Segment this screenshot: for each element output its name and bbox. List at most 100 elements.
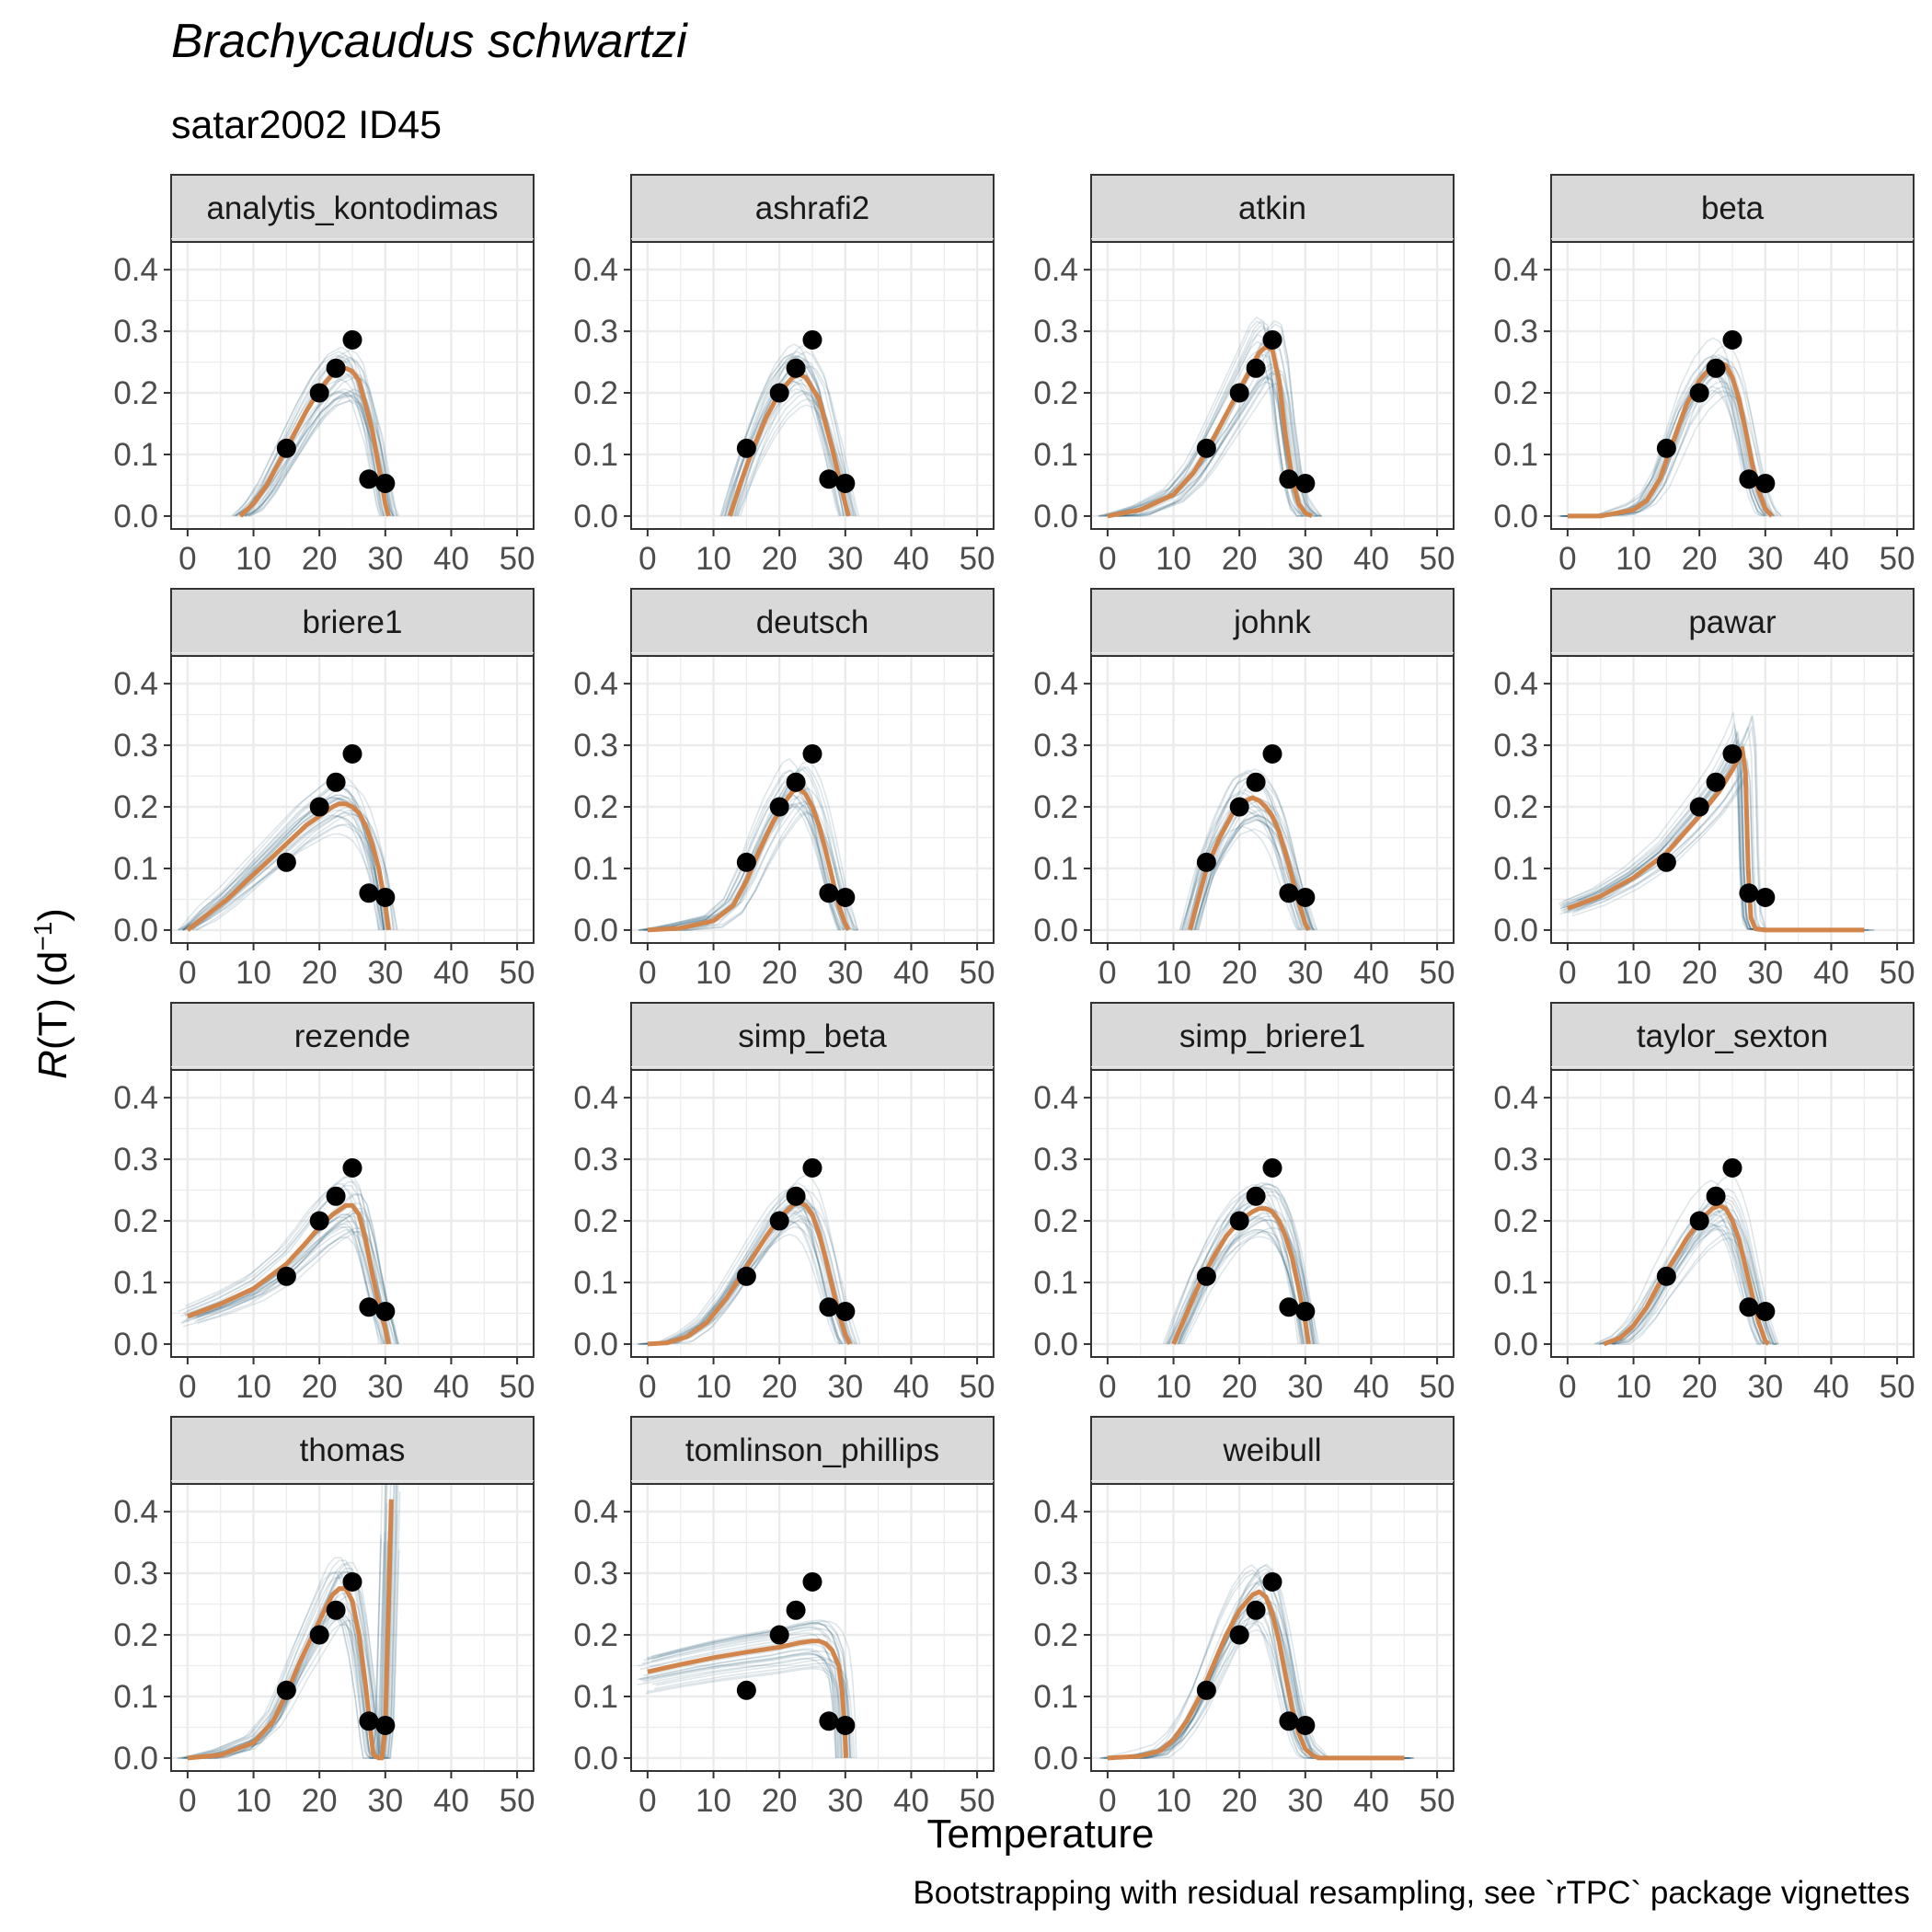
- observed-point: [1246, 1600, 1266, 1620]
- facet-panel-weibull: weibull 0 10 20 30 40 50 0.0 0.1 0.2 0.3 0.4: [1033, 1416, 1455, 1819]
- observed-point: [1229, 383, 1249, 403]
- y-tick-label: 0.0: [573, 1327, 618, 1363]
- observed-point: [1739, 883, 1759, 903]
- strip-background: [630, 174, 995, 243]
- x-tick-label: 10: [236, 541, 271, 577]
- x-tick-label: 40: [433, 955, 469, 991]
- x-tick-label: 50: [1420, 1783, 1455, 1819]
- observed-point: [1295, 1301, 1316, 1321]
- bootstrap-curve: [637, 1188, 841, 1345]
- y-tick-label: 0.3: [1033, 1556, 1078, 1592]
- bootstrap-curve: [638, 757, 840, 931]
- x-tick-label: 30: [367, 1369, 403, 1405]
- bootstrap-curve: [1562, 732, 1859, 931]
- y-tick-label: 0.0: [573, 1741, 618, 1777]
- bootstrap-curve: [1595, 1179, 1762, 1345]
- bootstrap-curve: [1193, 819, 1314, 931]
- strip-background: [630, 588, 995, 657]
- bootstrap-curve: [195, 1484, 399, 1759]
- x-tick-label: 30: [827, 1369, 863, 1405]
- y-tick-label: 0.2: [1493, 1203, 1538, 1239]
- x-tick-label: 0: [638, 1369, 656, 1405]
- bootstrap-curve: [1099, 333, 1305, 517]
- bootstrap-curve: [1181, 1190, 1318, 1345]
- x-tick-label: 50: [500, 1369, 535, 1405]
- x-tick-label: 20: [762, 541, 798, 577]
- bootstrap-curve: [1194, 814, 1315, 931]
- bootstrap-curve: [181, 833, 384, 931]
- y-tick-label: 0.4: [113, 1080, 158, 1116]
- y-tick-label: 0.1: [1493, 851, 1538, 887]
- bootstrap-curve: [181, 798, 385, 931]
- observed-point: [375, 1301, 396, 1321]
- x-tick-label: 0: [1098, 1783, 1116, 1819]
- bootstrap-curve: [195, 1194, 398, 1345]
- bootstrap-curve: [247, 393, 398, 517]
- x-tick-label: 0: [1098, 955, 1116, 991]
- y-tick-label: 0.1: [113, 1679, 158, 1715]
- bootstrap-curve: [193, 807, 397, 931]
- strip-background: [1090, 588, 1455, 657]
- strip-label: ashrafi2: [755, 190, 870, 226]
- y-tick-label: 0.3: [1493, 314, 1538, 350]
- y-tick-label: 0.3: [1033, 314, 1078, 350]
- bootstrap-curve: [638, 1658, 837, 1758]
- observed-point: [819, 469, 839, 489]
- facet-panel-thomas: thomas 0 10 20 30 40 50 0.0 0.1 0.2 0.3 0.4: [113, 1416, 535, 1819]
- x-tick-label: 50: [1880, 1369, 1915, 1405]
- y-tick-label: 0.2: [1033, 375, 1078, 411]
- y-axis-title-variable: R: [30, 1050, 75, 1079]
- y-tick-label: 0.4: [573, 1080, 618, 1116]
- observed-point: [835, 887, 856, 907]
- y-tick-label: 0.2: [1033, 1203, 1078, 1239]
- bootstrap-curve: [1117, 383, 1322, 517]
- observed-point: [375, 1715, 396, 1735]
- plot-area: [177, 1484, 401, 1761]
- y-tick-label: 0.1: [1033, 1679, 1078, 1715]
- bootstrap-curve: [230, 354, 381, 517]
- x-tick-label: 30: [827, 541, 863, 577]
- bootstrap-curve: [1116, 1613, 1413, 1759]
- strip-background: [1550, 174, 1915, 243]
- strip-background: [1090, 1416, 1455, 1485]
- chart-caption: Bootstrapping with residual resampling, …: [913, 1875, 1910, 1911]
- fitted-curve: [186, 801, 391, 932]
- observed-point: [1722, 329, 1742, 350]
- bootstrap-curve: [1179, 1194, 1317, 1345]
- bootstrap-curve: [1196, 780, 1317, 931]
- y-tick-label: 0.2: [113, 375, 158, 411]
- panel-border: [170, 1069, 535, 1358]
- observed-point: [1722, 743, 1742, 764]
- x-tick-label: 0: [1558, 1369, 1576, 1405]
- facet-panel-johnk: johnk 0 10 20 30 40 50 0.0 0.1 0.2 0.3 0.4: [1033, 588, 1455, 991]
- y-tick-label: 0.4: [113, 1494, 158, 1530]
- bootstrap-curve: [658, 1620, 857, 1758]
- x-tick-label: 10: [1616, 541, 1651, 577]
- facet-panel-beta: beta 0 10 20 30 40 50 0.0 0.1 0.2 0.3 0.4: [1493, 174, 1915, 577]
- panel-border: [170, 655, 535, 944]
- x-tick-label: 10: [236, 1369, 271, 1405]
- strip-background: [170, 1002, 535, 1071]
- y-tick-label: 0.3: [573, 1556, 618, 1592]
- observed-point: [326, 772, 346, 792]
- y-tick-label: 0.3: [1033, 1142, 1078, 1178]
- y-tick-label: 0.4: [573, 252, 618, 288]
- observed-point: [309, 797, 329, 817]
- bootstrap-curve: [182, 816, 385, 931]
- observed-point: [1279, 883, 1299, 903]
- observed-point: [375, 887, 396, 907]
- x-tick-label: 0: [178, 1369, 196, 1405]
- bootstrap-curve: [651, 765, 854, 931]
- observed-point: [1755, 473, 1776, 493]
- observed-point: [769, 383, 789, 403]
- bootstrap-curve: [188, 1175, 391, 1345]
- x-tick-label: 40: [433, 1369, 469, 1405]
- x-tick-label: 50: [500, 1783, 535, 1819]
- bootstrap-curve: [194, 1213, 397, 1345]
- facet-panel-rezende: rezende 0 10 20 30 40 50 0.0 0.1 0.2 0.3 0.4: [113, 1002, 535, 1405]
- observed-point: [819, 1711, 839, 1731]
- bootstrap-curve: [1099, 1564, 1397, 1759]
- x-tick-label: 20: [302, 541, 338, 577]
- observed-point: [769, 1211, 789, 1231]
- x-tick-label: 0: [1098, 1369, 1116, 1405]
